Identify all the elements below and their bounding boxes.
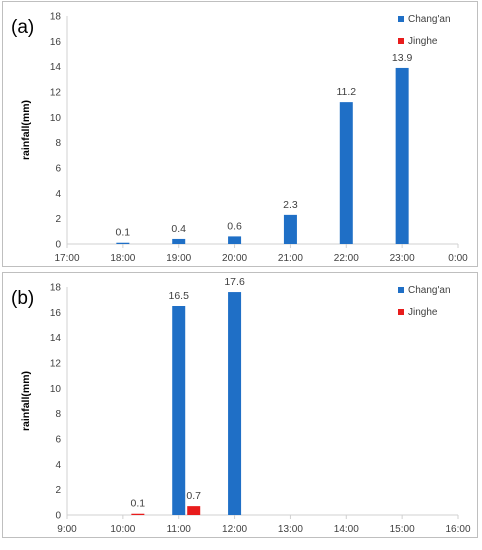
chart-a-ytick-label: 8 (55, 138, 61, 149)
chart-b-ytick-label: 6 (55, 435, 61, 446)
chart-b-xtick-label: 11:00 (167, 524, 192, 535)
chart-b-ytick-label: 8 (55, 409, 61, 420)
chart-b-xtick-label: 13:00 (278, 524, 303, 535)
chart-panel-a: (a) rainfall(mm) 0 2 4 6 8 10 12 14 16 18 17:00 18:00… (2, 1, 478, 267)
chart-a-data-label: 13.9 (392, 52, 413, 64)
chart-a-data-label: 2.3 (283, 199, 298, 211)
chart-a-data-label: 0.1 (116, 227, 131, 239)
chart-b-legend-label: Jinghe (408, 307, 438, 318)
chart-b-legend-swatch (398, 309, 404, 315)
chart-a-ytick-label: 16 (50, 37, 62, 48)
chart-b-ytick-label: 16 (50, 308, 62, 319)
chart-b-xtick-label: 15:00 (390, 524, 415, 535)
chart-b-data-label: 0.7 (186, 490, 201, 502)
chart-b-ytick-label: 12 (50, 359, 62, 370)
chart-b-bar-jinghe (187, 506, 201, 515)
chart-panel-b: (b) rainfall(mm) 0 2 4 6 8 10 12 14 16 18 9:00 10:00 1… (2, 272, 478, 538)
chart-a-xtick-label: 19:00 (166, 253, 191, 264)
chart-b-bar-jinghe (131, 513, 145, 515)
chart-a-ytick-label: 0 (55, 240, 61, 251)
chart-a-xtick-label: 17:00 (54, 253, 79, 264)
chart-a-legend-label: Jinghe (408, 36, 438, 47)
chart-a-xtick-label: 18:00 (110, 253, 135, 264)
chart-a-legend-label: Chang'an (408, 14, 451, 25)
chart-a-xtick-label: 21:00 (278, 253, 303, 264)
chart-b-ylabel: rainfall(mm) (20, 371, 32, 431)
chart-b-legend-label: Chang'an (408, 285, 451, 296)
chart-a-bar-changan (283, 214, 297, 244)
chart-a-panel-label: (a) (11, 17, 34, 38)
chart-b-ytick-label: 14 (50, 333, 62, 344)
chart-a-bar-changan (116, 242, 130, 244)
chart-b-ytick-label: 18 (50, 283, 62, 294)
chart-a-legend-swatch (398, 16, 404, 22)
chart-a-bar-changan (228, 236, 242, 244)
chart-b-legend-swatch (398, 287, 404, 293)
chart-a-ytick-label: 2 (55, 214, 61, 225)
chart-a-bar-changan (172, 238, 186, 244)
chart-a-data-label: 0.6 (227, 220, 242, 232)
chart-b-xtick-label: 9:00 (57, 524, 77, 535)
chart-b-xtick-label: 12:00 (222, 524, 247, 535)
chart-b-bar-changan (172, 306, 186, 515)
chart-b-bar-changan (228, 292, 242, 515)
chart-a-xtick-label: 22:00 (334, 253, 359, 264)
chart-b-xtick-label: 10:00 (110, 524, 135, 535)
chart-b-ytick-label: 2 (55, 485, 61, 496)
chart-b-ytick-label: 0 (55, 511, 61, 522)
chart-b-data-label: 16.5 (168, 290, 189, 302)
chart-a-xtick-label: 20:00 (222, 253, 247, 264)
chart-a-xtick-label: 0:00 (448, 253, 468, 264)
chart-b-xtick-label: 16:00 (445, 524, 470, 535)
chart-b-ytick-label: 4 (55, 460, 61, 471)
chart-a-ytick-label: 6 (55, 164, 61, 175)
chart-a-legend-swatch (398, 38, 404, 44)
chart-a-ytick-label: 10 (50, 113, 62, 124)
chart-a-data-label: 0.4 (171, 223, 186, 235)
chart-a-bar-changan (395, 67, 409, 244)
chart-a-bar-changan (339, 102, 353, 244)
chart-b-ytick-label: 10 (50, 384, 62, 395)
chart-b-data-label: 0.1 (131, 498, 146, 510)
chart-a-ytick-label: 18 (50, 12, 62, 23)
chart-b-xtick-label: 14:00 (334, 524, 359, 535)
chart-a-ytick-label: 4 (55, 189, 61, 200)
chart-b-svg: (b) rainfall(mm) 0 2 4 6 8 10 12 14 16 18 9:00 10:00 1… (11, 276, 471, 535)
chart-a-ytick-label: 14 (50, 62, 62, 73)
chart-a-data-label: 11.2 (336, 86, 356, 98)
chart-a-svg: (a) rainfall(mm) 0 2 4 6 8 10 12 14 16 18 17:00 18:00… (11, 12, 468, 265)
chart-b-data-label: 17.6 (224, 276, 245, 288)
chart-a-ylabel: rainfall(mm) (20, 100, 32, 160)
chart-a-ytick-label: 12 (50, 88, 62, 99)
chart-b-panel-label: (b) (11, 288, 34, 309)
chart-a-xtick-label: 23:00 (390, 253, 415, 264)
